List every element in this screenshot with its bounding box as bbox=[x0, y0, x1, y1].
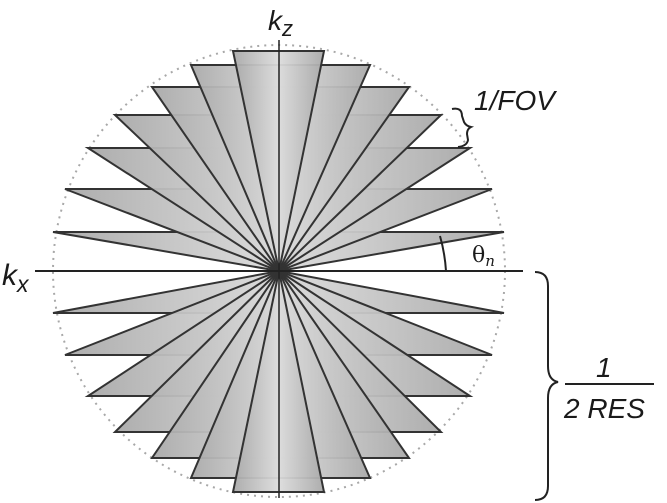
kz-label: kz bbox=[268, 5, 293, 41]
res-brace bbox=[534, 271, 559, 501]
theta-arc bbox=[439, 235, 447, 272]
fov-label: 1/FOV bbox=[474, 85, 557, 116]
theta-label: θn bbox=[472, 243, 495, 270]
res-numerator: 1 bbox=[596, 352, 612, 383]
kx-label: kx bbox=[2, 259, 30, 297]
res-denominator: 2 RES bbox=[563, 393, 645, 424]
fov-brace bbox=[451, 107, 475, 148]
